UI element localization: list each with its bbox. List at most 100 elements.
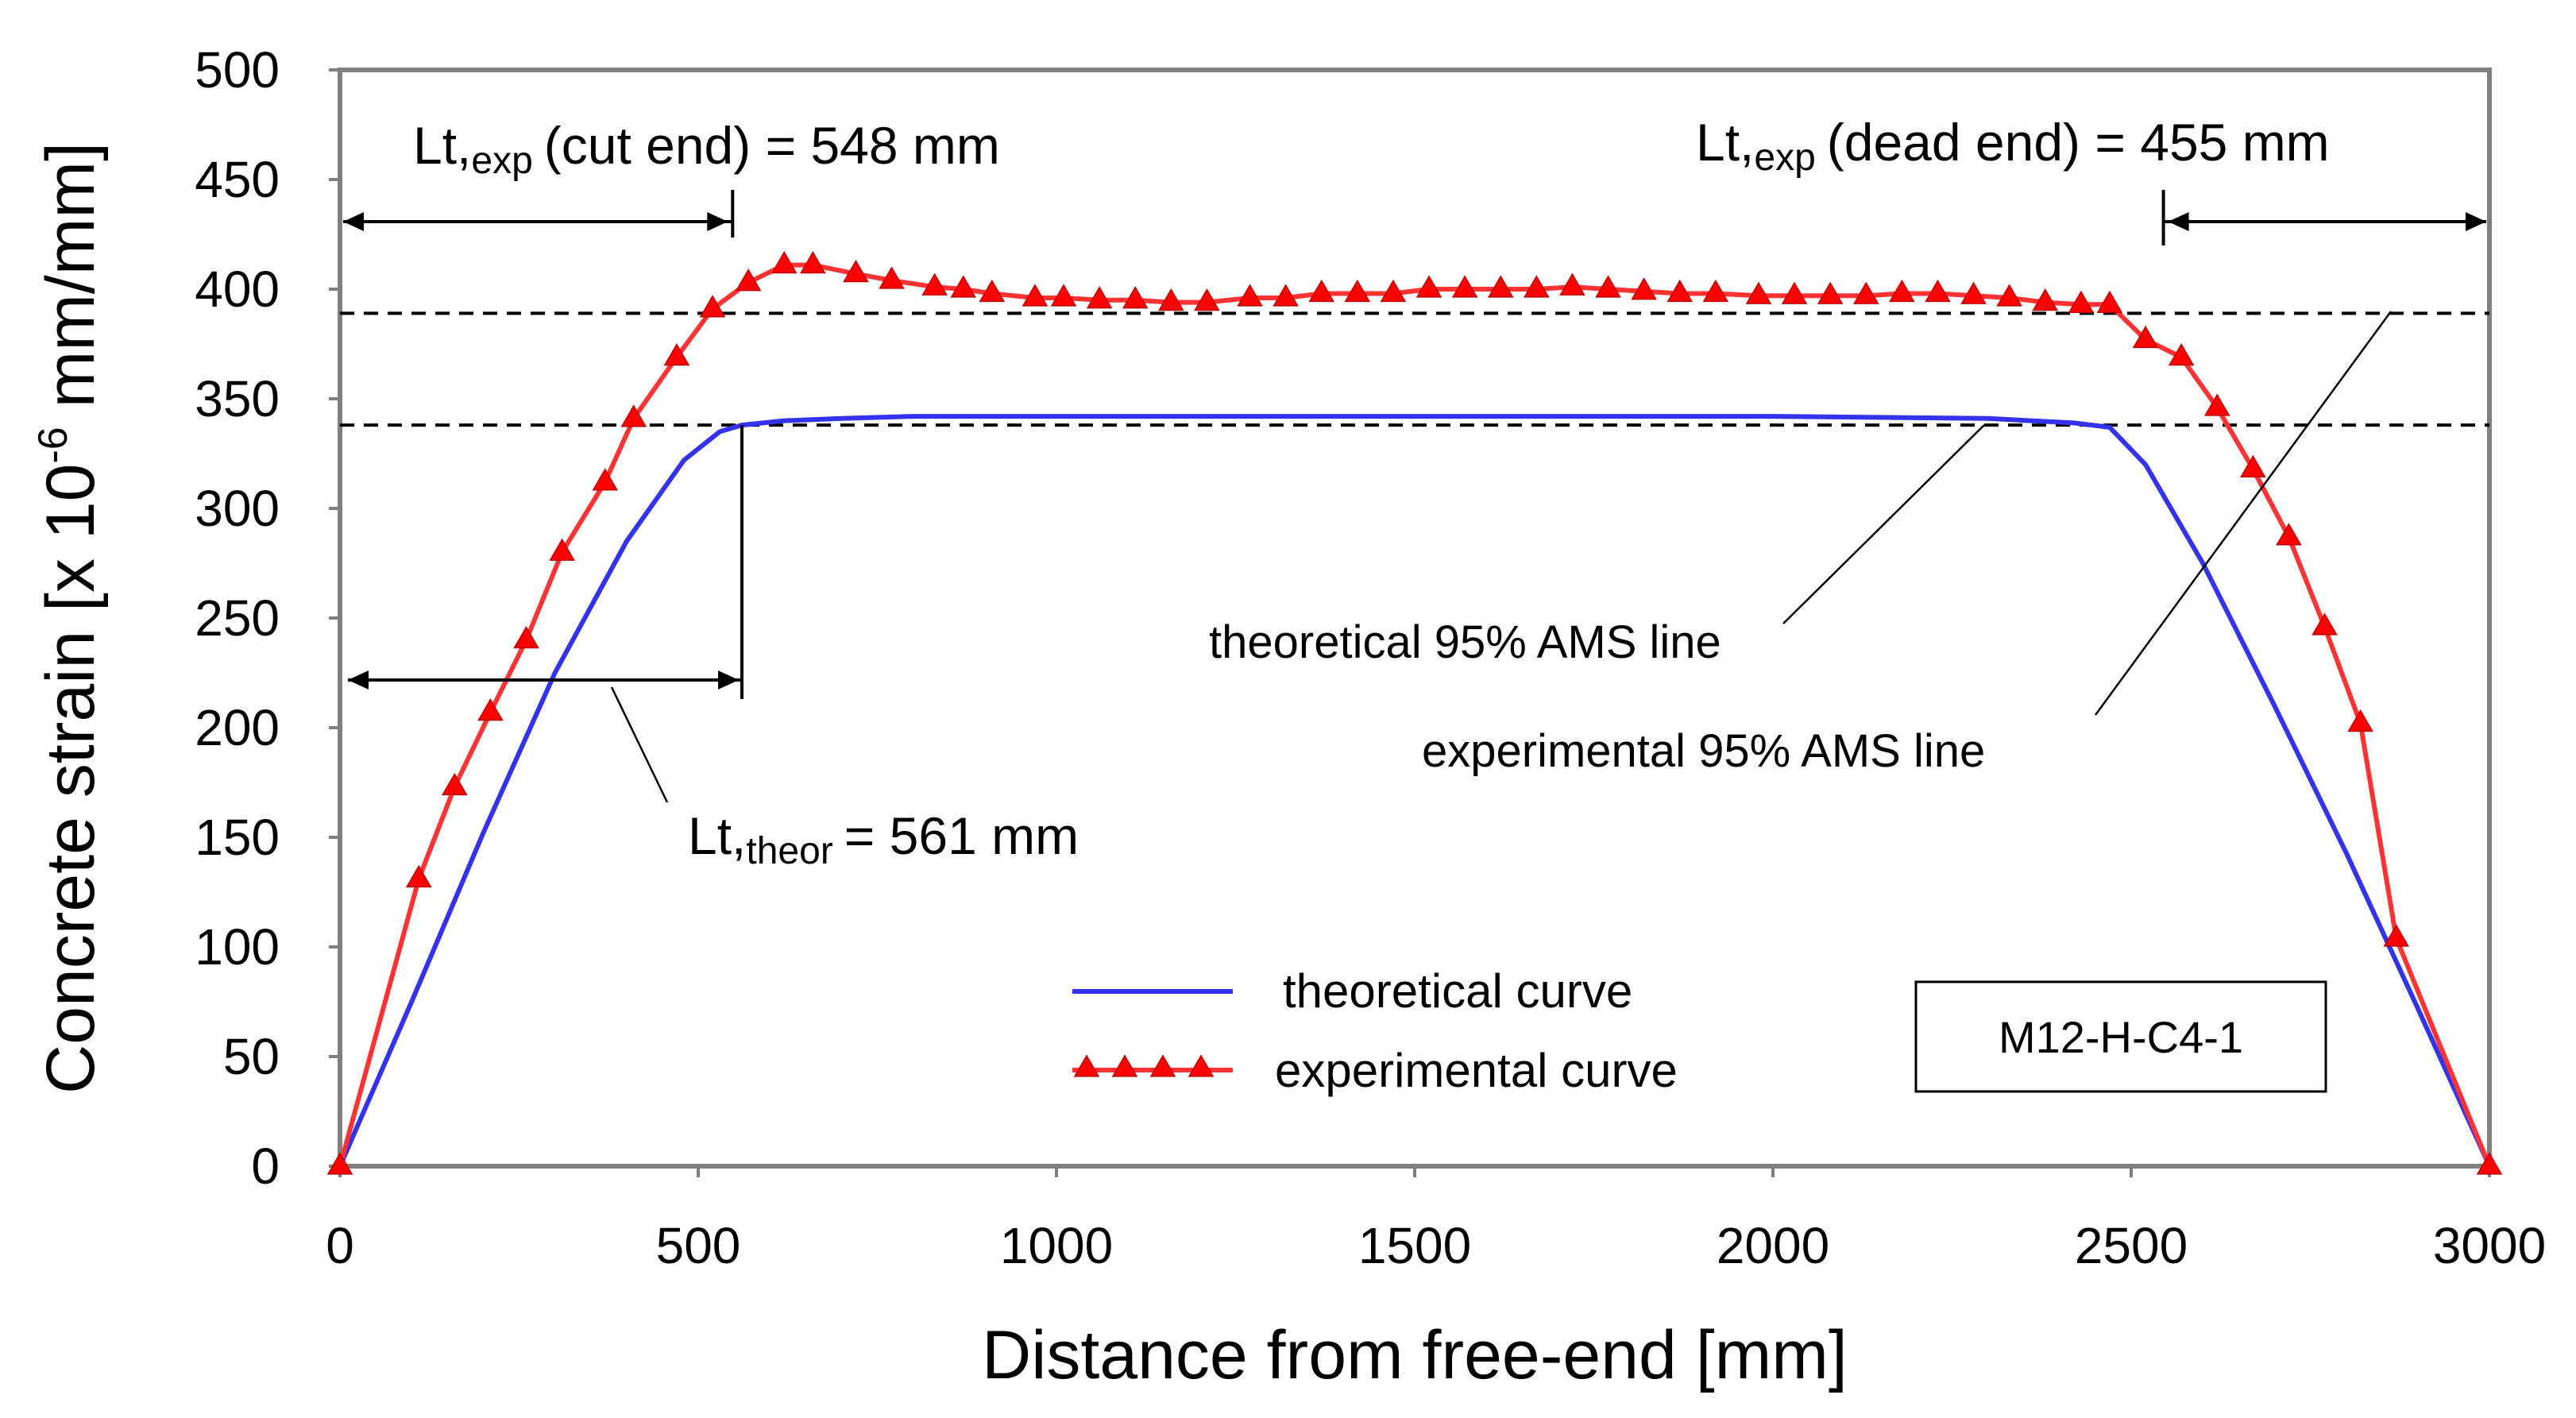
experimental-point <box>663 342 690 366</box>
y-axis-title-main: Concrete strain [x 10 <box>33 464 109 1094</box>
experimental-point <box>770 251 798 274</box>
y-tick-label: 500 <box>195 41 280 99</box>
y-axis-title-tail: mm/mm] <box>33 142 109 427</box>
experimental-point <box>1344 279 1371 303</box>
legend-marker <box>1073 1054 1100 1077</box>
x-tick-label: 500 <box>656 1217 741 1274</box>
experimental-curve <box>338 262 2492 1168</box>
x-tick-label: 1000 <box>1000 1217 1113 1274</box>
experimental-point <box>1122 286 1149 309</box>
x-tick-label: 2000 <box>1717 1217 1829 1274</box>
legend-marker <box>1111 1054 1138 1077</box>
experimental-point <box>1086 286 1113 309</box>
lt-exp-dead-label: Lt,exp (dead end) = 455 mm <box>1696 113 2330 179</box>
theoretical-curve <box>338 414 2492 1168</box>
lt-exp-dead-arrowhead-right <box>2466 212 2486 231</box>
reference-lines <box>340 311 2489 427</box>
experimental-point <box>620 404 647 427</box>
lt-theor-arrowhead-right <box>718 670 740 690</box>
x-axis-title: Distance from free-end [mm] <box>982 1317 1848 1393</box>
legend-experimental-label: experimental curve <box>1275 1044 1678 1097</box>
lt-exp-cut-rest: (cut end) = 548 mm <box>544 116 1000 175</box>
experimental-point <box>513 625 539 649</box>
legend-marker <box>1149 1054 1176 1077</box>
experimental-point <box>1960 281 1987 304</box>
axis-ticks: 0 500 1000 1500 2000 2500 3000 0 50 100 150 200 250 3… <box>195 41 2546 1274</box>
experimental-point <box>1237 284 1263 307</box>
y-tick-label: 150 <box>195 809 280 866</box>
experimental-point <box>1702 279 1729 303</box>
lt-theor-sub: theor <box>746 830 832 872</box>
lt-exp-dead-arrowhead-left <box>2168 212 2189 231</box>
experimental-point <box>1415 275 1442 298</box>
x-tick-label: 3000 <box>2433 1217 2546 1274</box>
experimental-point <box>1559 272 1585 296</box>
x-tick-label: 2500 <box>2075 1217 2188 1274</box>
lt-exp-cut-arrowhead-right <box>707 212 728 231</box>
experimental-point <box>2476 1152 2503 1175</box>
experimental-point <box>1022 284 1049 307</box>
experimental-point <box>879 266 905 289</box>
experimental-point <box>1631 277 1657 300</box>
experimental-point <box>592 468 619 491</box>
lt-theor-label: Lt,theor = 561 mm <box>688 806 1079 872</box>
experimental-point <box>2132 325 2159 349</box>
experimental-point <box>2096 290 2123 313</box>
annotations <box>343 190 2486 803</box>
experimental-point <box>843 260 869 283</box>
x-tick-label: 0 <box>326 1217 354 1274</box>
experimental-point <box>2168 342 2195 366</box>
legend-marker <box>1188 1054 1215 1077</box>
experimental-point <box>1451 275 1478 298</box>
lt-exp-dead-rest: (dead end) = 455 mm <box>1827 113 2330 172</box>
experimental-point <box>1158 288 1184 311</box>
y-tick-label: 250 <box>195 589 280 647</box>
experimental-point <box>2347 709 2373 732</box>
legend: theoretical curve experimental curve <box>1072 964 1678 1097</box>
experimental-point <box>2383 924 2410 947</box>
experimental-point <box>2203 393 2230 416</box>
experimental-point <box>442 772 468 796</box>
experimental-point <box>1781 281 1808 304</box>
lt-exp-cut-sub: exp <box>471 140 532 182</box>
y-tick-label: 0 <box>251 1138 280 1195</box>
series-lines <box>338 262 2492 1168</box>
experimental-point <box>1308 279 1335 303</box>
y-tick-label: 100 <box>195 918 280 976</box>
experimental-point <box>405 864 432 888</box>
y-tick-label: 50 <box>223 1028 280 1085</box>
y-tick-label: 300 <box>195 480 280 537</box>
theoretical-ams-label: theoretical 95% AMS line <box>1209 616 1721 668</box>
experimental-ams-label: experimental 95% AMS line <box>1422 725 1985 777</box>
experimental-point <box>1595 275 1621 298</box>
experimental-point <box>2276 523 2302 546</box>
legend-theoretical-label: theoretical curve <box>1283 964 1632 1018</box>
legend-experimental-markers <box>1073 1054 1215 1077</box>
theoretical-ams-leader <box>1782 424 1985 624</box>
experimental-point <box>1273 284 1299 307</box>
experimental-point <box>2311 612 2338 636</box>
lt-theor-rest: = 561 mm <box>844 806 1079 865</box>
experimental-point <box>1996 284 2022 307</box>
experimental-point <box>979 279 1006 303</box>
experimental-point <box>1380 279 1407 303</box>
lt-exp-dead-sub: exp <box>1754 137 1815 179</box>
y-axis-title-exp: -6 <box>30 427 76 463</box>
experimental-point <box>1852 281 1879 304</box>
experimental-point <box>477 698 504 721</box>
experimental-point <box>1925 279 1951 303</box>
experimental-point <box>1666 279 1694 303</box>
experimental-point <box>1889 279 1915 303</box>
experimental-point <box>326 1152 353 1175</box>
lt-exp-cut-label: Lt,exp (cut end) = 548 mm <box>413 116 1000 182</box>
lt-exp-cut-prefix: Lt, <box>413 116 471 175</box>
lt-exp-cut-arrowhead-left <box>343 212 364 231</box>
y-tick-label: 400 <box>195 261 280 318</box>
lt-theor-arrowhead-left <box>348 670 369 690</box>
experimental-point <box>2032 288 2059 311</box>
experimental-point <box>1524 275 1550 298</box>
experimental-point <box>699 295 726 318</box>
experimental-point <box>735 269 762 292</box>
experimental-markers <box>326 251 2503 1175</box>
